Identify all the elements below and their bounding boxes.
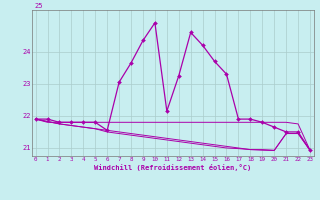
Text: 25: 25 [35, 3, 43, 9]
X-axis label: Windchill (Refroidissement éolien,°C): Windchill (Refroidissement éolien,°C) [94, 164, 252, 171]
